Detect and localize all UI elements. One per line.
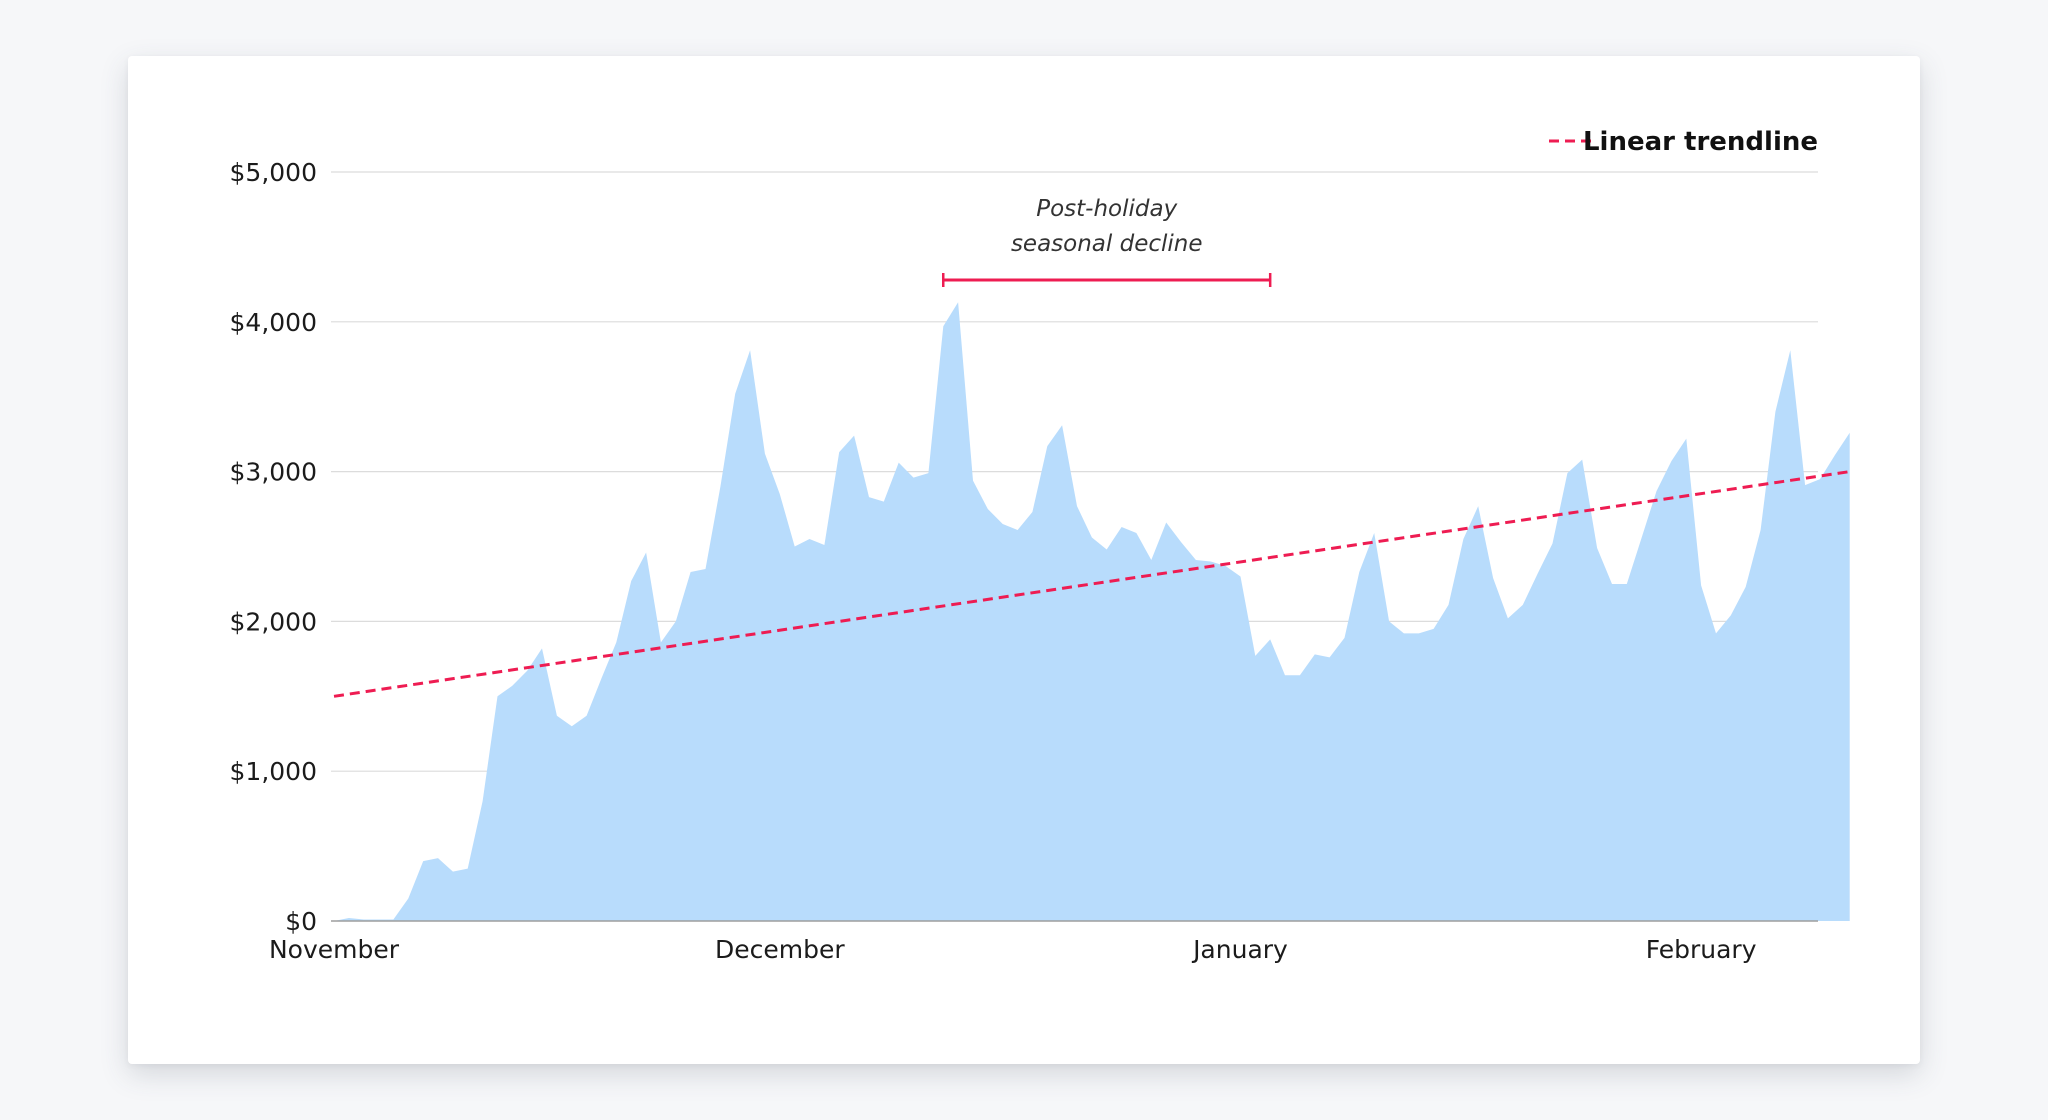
x-tick-label: November bbox=[269, 935, 400, 964]
x-tick-label: February bbox=[1646, 935, 1757, 964]
y-tick-label: $3,000 bbox=[230, 458, 317, 487]
x-tick-label: January bbox=[1191, 935, 1288, 964]
y-tick-label: $5,000 bbox=[230, 158, 317, 187]
y-tick-label: $2,000 bbox=[230, 607, 317, 636]
x-axis: November December January February bbox=[269, 920, 1818, 964]
y-axis: $0 $1,000 $2,000 $3,000 $4,000 $5,000 bbox=[230, 158, 317, 936]
legend: Linear trendline bbox=[1549, 127, 1818, 157]
annotation: Post-holiday seasonal decline bbox=[942, 196, 1272, 287]
area-chart: November December January February $0 $1,000… bbox=[230, 127, 1850, 964]
y-tick-label: $4,000 bbox=[230, 308, 317, 337]
y-tick-label: $0 bbox=[285, 907, 317, 936]
annotation-text: Post-holiday bbox=[1036, 196, 1177, 222]
annotation-text: seasonal decline bbox=[1011, 231, 1203, 257]
x-tick-label: December bbox=[715, 935, 845, 964]
y-tick-label: $1,000 bbox=[230, 757, 317, 786]
chart-card: November December January February $0 $1,000… bbox=[128, 56, 1920, 1064]
area-fill bbox=[334, 302, 1850, 921]
area-series bbox=[334, 302, 1850, 921]
legend-label: Linear trendline bbox=[1583, 127, 1818, 157]
